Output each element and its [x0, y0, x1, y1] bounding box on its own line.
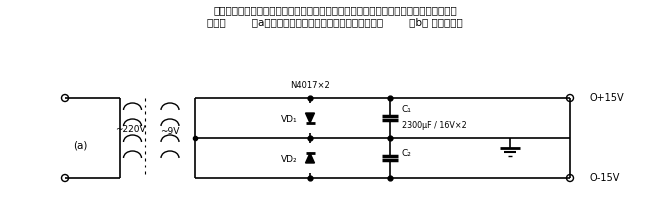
- Text: N4017×2: N4017×2: [290, 81, 330, 90]
- Text: 采用图        （a）所示电路；在次级电压稍高时，可采用图        （b） 所示电路。: 采用图 （a）所示电路；在次级电压稍高时，可采用图 （b） 所示电路。: [207, 17, 463, 27]
- Text: O+15V: O+15V: [590, 93, 624, 103]
- Text: C₂: C₂: [402, 149, 412, 159]
- Text: VD₂: VD₂: [281, 156, 298, 164]
- Text: VD₁: VD₁: [281, 116, 298, 124]
- Text: C₁: C₁: [402, 105, 412, 115]
- Text: ~9V: ~9V: [160, 127, 180, 137]
- Text: O-15V: O-15V: [590, 173, 620, 183]
- Text: 2300μF / 16V×2: 2300μF / 16V×2: [402, 121, 467, 130]
- Text: 如需制作正负对称电源，但又没有带中心抽头的变压器，当次级电压较低、纹波较粗时可: 如需制作正负对称电源，但又没有带中心抽头的变压器，当次级电压较低、纹波较粗时可: [213, 5, 457, 15]
- Polygon shape: [306, 113, 314, 123]
- Text: (a): (a): [73, 141, 87, 151]
- Polygon shape: [306, 153, 314, 163]
- Text: ~220V: ~220V: [115, 125, 146, 135]
